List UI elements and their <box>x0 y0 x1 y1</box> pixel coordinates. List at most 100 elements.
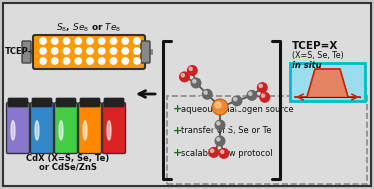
Circle shape <box>110 58 117 64</box>
Circle shape <box>63 38 70 44</box>
Circle shape <box>204 91 207 94</box>
FancyBboxPatch shape <box>6 102 30 153</box>
Circle shape <box>257 82 268 93</box>
Circle shape <box>215 136 226 146</box>
FancyBboxPatch shape <box>55 102 77 153</box>
Text: +: + <box>173 148 182 158</box>
Circle shape <box>208 147 219 158</box>
Circle shape <box>181 74 184 77</box>
Circle shape <box>63 48 70 54</box>
Circle shape <box>221 150 224 153</box>
Text: aqueous chalcogen source: aqueous chalcogen source <box>181 105 294 114</box>
Circle shape <box>217 138 220 141</box>
Circle shape <box>40 58 46 64</box>
FancyBboxPatch shape <box>22 41 31 63</box>
Circle shape <box>134 48 140 54</box>
Circle shape <box>188 85 194 91</box>
FancyBboxPatch shape <box>32 98 52 107</box>
Text: scalable flow protocol: scalable flow protocol <box>181 149 273 157</box>
Circle shape <box>224 138 230 144</box>
Circle shape <box>212 99 228 115</box>
Circle shape <box>99 38 105 44</box>
Circle shape <box>215 102 221 108</box>
Circle shape <box>217 122 220 125</box>
Circle shape <box>259 92 270 103</box>
Circle shape <box>122 48 128 54</box>
Circle shape <box>215 102 221 108</box>
Circle shape <box>232 91 237 97</box>
FancyBboxPatch shape <box>33 35 145 69</box>
Text: TCEP-: TCEP- <box>5 47 32 57</box>
Ellipse shape <box>11 121 15 140</box>
Circle shape <box>251 99 257 105</box>
Circle shape <box>246 86 252 92</box>
Text: $S_8$, $Se_8$ or $Te_8$: $S_8$, $Se_8$ or $Te_8$ <box>56 22 122 34</box>
Ellipse shape <box>107 121 111 140</box>
Circle shape <box>218 148 229 159</box>
Circle shape <box>232 95 242 106</box>
Text: +: + <box>173 104 182 114</box>
Circle shape <box>211 149 214 152</box>
Circle shape <box>193 80 196 83</box>
FancyBboxPatch shape <box>31 102 53 153</box>
Circle shape <box>261 94 265 97</box>
Text: or CdSe/ZnS: or CdSe/ZnS <box>39 162 97 171</box>
Circle shape <box>198 75 204 81</box>
FancyBboxPatch shape <box>80 98 100 107</box>
Circle shape <box>87 38 93 44</box>
Circle shape <box>110 48 117 54</box>
Circle shape <box>259 84 262 88</box>
Circle shape <box>189 67 192 70</box>
Text: in situ: in situ <box>292 61 322 70</box>
Circle shape <box>40 38 46 44</box>
Circle shape <box>209 86 215 92</box>
Circle shape <box>63 58 70 64</box>
Circle shape <box>134 58 140 64</box>
Ellipse shape <box>35 121 39 140</box>
Circle shape <box>87 58 93 64</box>
Circle shape <box>199 96 205 102</box>
Circle shape <box>202 89 213 100</box>
Circle shape <box>236 104 242 110</box>
Circle shape <box>99 48 105 54</box>
Text: (X=S, Se, Te): (X=S, Se, Te) <box>292 51 344 60</box>
Circle shape <box>179 71 190 82</box>
FancyBboxPatch shape <box>56 98 76 107</box>
Circle shape <box>110 38 117 44</box>
Circle shape <box>52 38 58 44</box>
Circle shape <box>210 122 216 128</box>
Text: +: + <box>173 126 182 136</box>
Circle shape <box>215 119 226 130</box>
Circle shape <box>122 38 128 44</box>
Circle shape <box>52 48 58 54</box>
FancyBboxPatch shape <box>79 102 101 153</box>
Ellipse shape <box>83 121 87 140</box>
Circle shape <box>249 92 252 95</box>
Bar <box>167 96 367 184</box>
Circle shape <box>210 138 216 144</box>
Polygon shape <box>295 69 360 97</box>
Ellipse shape <box>59 121 63 140</box>
FancyBboxPatch shape <box>104 98 124 107</box>
Circle shape <box>75 48 82 54</box>
Circle shape <box>87 48 93 54</box>
FancyBboxPatch shape <box>102 102 126 153</box>
Text: transfer of S, Se or Te: transfer of S, Se or Te <box>181 126 272 136</box>
Bar <box>290 63 365 101</box>
Circle shape <box>212 99 228 115</box>
Text: TCEP=X: TCEP=X <box>292 41 338 51</box>
Circle shape <box>122 58 128 64</box>
Circle shape <box>75 58 82 64</box>
Circle shape <box>234 98 237 101</box>
Circle shape <box>190 77 202 88</box>
Circle shape <box>75 38 82 44</box>
Circle shape <box>99 58 105 64</box>
Circle shape <box>187 65 198 76</box>
Text: CdX (X=S, Se, Te): CdX (X=S, Se, Te) <box>27 154 110 163</box>
FancyBboxPatch shape <box>141 41 150 63</box>
Circle shape <box>40 48 46 54</box>
Circle shape <box>246 90 257 101</box>
Circle shape <box>52 58 58 64</box>
Circle shape <box>134 38 140 44</box>
Circle shape <box>224 122 230 128</box>
